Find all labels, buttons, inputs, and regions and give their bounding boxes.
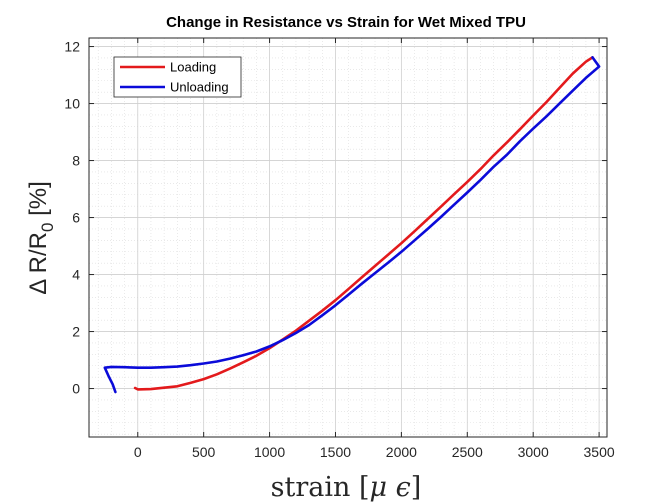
x-axis-label-epsilon: ϵ (396, 472, 411, 503)
series-line-loading (133, 56, 594, 391)
major-grid (89, 38, 607, 437)
chart-title: Change in Resistance vs Strain for Wet M… (166, 14, 526, 31)
series-layer (103, 56, 601, 394)
x-axis-label-main: strain [ (271, 472, 370, 503)
x-tick-label: 3000 (518, 444, 549, 460)
y-tick-label: 6 (72, 210, 80, 226)
y-axis-ticks: 0 2 4 6 8 10 12 (64, 39, 607, 397)
plot-area (89, 38, 607, 437)
x-tick-label: 2000 (386, 444, 417, 460)
legend-label-loading: Loading (170, 60, 216, 75)
y-tick-label: 8 (72, 153, 80, 169)
axes-box (88, 37, 608, 438)
x-axis-label: strain [μ ϵ] (271, 472, 422, 503)
y-tick-label: 10 (64, 96, 80, 112)
y-tick-label: 2 (72, 324, 80, 340)
series-line-unloading (103, 56, 601, 394)
minor-grid (89, 38, 607, 437)
y-axis-label-subscript: 0 (38, 223, 57, 232)
x-tick-label: 0 (134, 444, 142, 460)
legend-label-unloading: Unloading (170, 80, 229, 95)
x-tick-label: 1000 (254, 444, 285, 460)
legend-box (113, 56, 242, 98)
x-tick-label: 500 (192, 444, 216, 460)
y-axis-label-prefix: Δ R/R (25, 232, 52, 295)
x-axis-label-space (387, 472, 396, 503)
x-tick-label: 2500 (452, 444, 483, 460)
x-tick-label: 1500 (320, 444, 351, 460)
y-tick-label: 12 (64, 39, 80, 55)
y-axis-label: Δ R/R0 [%] (25, 181, 57, 295)
y-axis-label-suffix: [%] (25, 181, 52, 222)
y-tick-label: 4 (72, 267, 80, 283)
x-axis-label-mu: μ (370, 472, 388, 503)
x-axis-label-close: ] (411, 472, 422, 503)
x-axis-ticks: 0 500 1000 1500 2000 2500 3000 3500 (134, 38, 615, 460)
x-tick-label: 3500 (584, 444, 615, 460)
y-tick-label: 0 (72, 381, 80, 397)
legend: Loading Unloading (113, 56, 242, 98)
